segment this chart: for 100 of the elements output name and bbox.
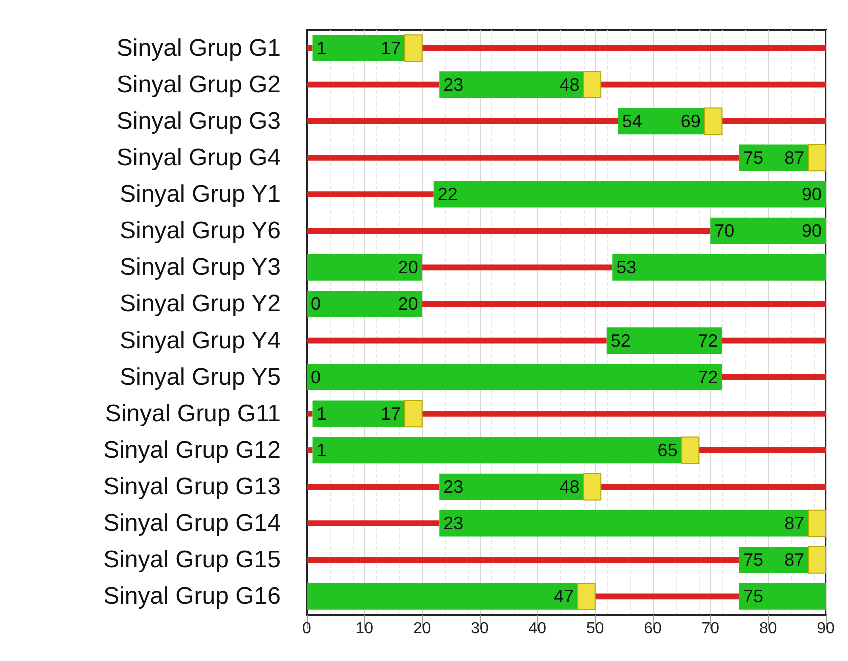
y-tick-label: Sinyal Grup Y4 (120, 327, 281, 354)
annotation: 90 (802, 184, 822, 205)
bar (583, 473, 602, 501)
y-tick-label: Sinyal Grup G4 (116, 144, 281, 172)
annotation: 0 (311, 294, 322, 314)
bar (722, 374, 826, 380)
bar (681, 436, 700, 464)
bar (307, 338, 607, 344)
annotation: 17 (381, 38, 402, 58)
x-tick-label: 90 (817, 620, 835, 638)
bar (440, 474, 584, 500)
x-tick-label: 20 (413, 620, 432, 638)
annotation: 47 (554, 586, 574, 607)
x-tick-label: 30 (471, 620, 489, 638)
annotation: 1 (316, 440, 327, 460)
annotation: 48 (560, 74, 580, 95)
bar (808, 144, 826, 172)
bar (606, 328, 722, 354)
annotation: 72 (698, 330, 718, 351)
bar (612, 254, 826, 281)
bar (578, 583, 596, 610)
bar (312, 437, 682, 464)
annotation: 87 (784, 550, 805, 570)
bar (704, 108, 723, 136)
bar (422, 410, 826, 417)
bar (434, 181, 826, 208)
annotation: 75 (744, 586, 764, 607)
bar (307, 484, 440, 490)
bar (722, 338, 826, 344)
y-tick-label: Sinyal Grup Y6 (120, 218, 281, 245)
annotation: 75 (744, 148, 764, 168)
bar (699, 448, 826, 454)
annotation: 69 (680, 111, 701, 132)
bar (601, 82, 826, 88)
x-tick-label: 60 (644, 620, 662, 638)
x-tick-label: 0 (302, 620, 312, 638)
annotation: 23 (444, 477, 464, 498)
bar (307, 364, 722, 391)
annotation: 87 (784, 148, 805, 168)
bar (312, 35, 406, 62)
y-tick-label: Sinyal Grup G13 (104, 474, 281, 501)
bar (307, 520, 440, 527)
bar (404, 400, 423, 428)
bar (307, 254, 422, 281)
bar (307, 228, 711, 234)
bar (710, 218, 826, 244)
bar (404, 34, 423, 62)
bar (740, 584, 826, 610)
bar (307, 118, 618, 124)
y-tick-label: Sinyal Grup Y5 (120, 364, 281, 391)
x-tick-label: 70 (702, 620, 720, 638)
bar (808, 546, 826, 574)
bar (307, 557, 740, 564)
annotation: 90 (802, 221, 822, 242)
bar (722, 118, 826, 124)
y-tick-label: Sinyal Grup Y2 (120, 290, 281, 318)
annotation: 22 (438, 184, 458, 205)
annotation: 72 (698, 367, 718, 388)
y-tick-label: Sinyal Grup G12 (104, 436, 281, 464)
annotation: 1 (316, 404, 327, 424)
x-tick-label: 40 (528, 620, 547, 638)
annotation: 23 (444, 514, 464, 534)
bar (440, 72, 584, 98)
y-tick-label: Sinyal Grup G15 (104, 546, 281, 574)
bar (601, 484, 826, 490)
annotation: 52 (610, 330, 631, 351)
annotation: 70 (714, 221, 735, 242)
y-tick-label: Sinyal Grup Y3 (120, 254, 281, 282)
bar (422, 45, 826, 52)
y-tick-label: Sinyal Grup Y1 (120, 181, 281, 208)
bar (422, 264, 613, 271)
y-tick-label: Sinyal Grup G16 (104, 583, 281, 610)
annotation: 20 (398, 294, 418, 314)
bar (440, 510, 809, 537)
annotation: 0 (311, 367, 322, 388)
y-tick-label: Sinyal Grup G14 (104, 510, 281, 538)
x-tick-label: 10 (356, 620, 374, 638)
bar (307, 291, 422, 318)
bar (583, 71, 602, 99)
bar (307, 584, 578, 610)
x-tick-label: 80 (759, 620, 778, 638)
y-tick-label: Sinyal Grup G3 (116, 108, 281, 135)
bar (307, 45, 313, 52)
bar (422, 301, 826, 308)
x-tick-label: 50 (586, 620, 604, 638)
annotation: 1 (316, 38, 327, 58)
bar (307, 192, 434, 198)
bar (307, 155, 740, 161)
annotation: 75 (744, 550, 764, 570)
bar (307, 410, 313, 417)
bar (595, 594, 740, 600)
annotation: 53 (616, 258, 637, 278)
bar (808, 510, 826, 538)
annotation: 87 (784, 514, 805, 534)
y-tick-label: Sinyal Grup G11 (105, 400, 281, 428)
bar (307, 82, 440, 88)
annotation: 20 (398, 258, 418, 278)
annotation: 48 (560, 477, 580, 498)
annotation: 54 (622, 111, 642, 132)
y-tick-label: Sinyal Grup G2 (116, 71, 281, 98)
